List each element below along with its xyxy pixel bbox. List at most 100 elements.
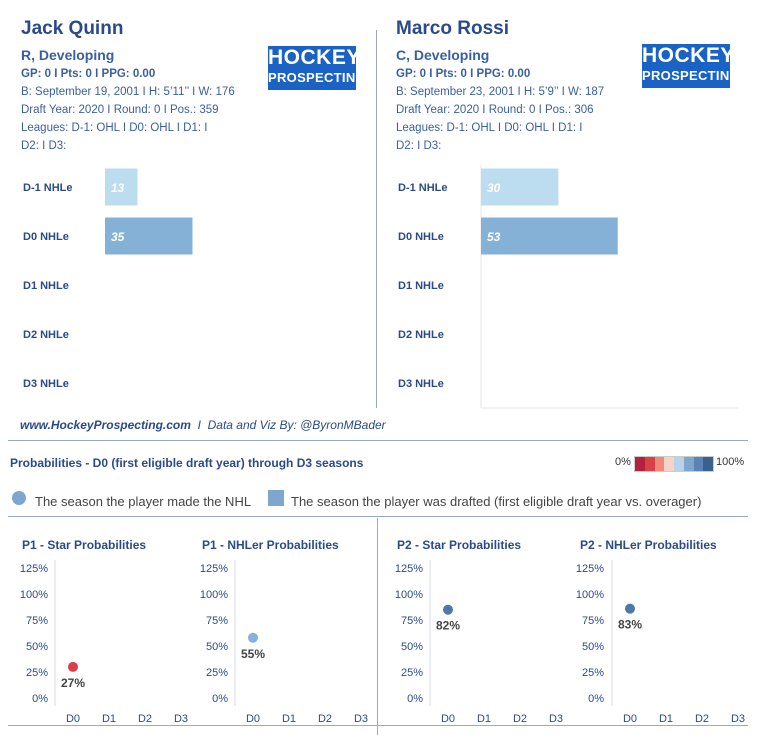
nhle-bar-charts: D-1 NHLe 13 D0 NHLe 35 D1 NHLe D2 NHLe D3 NHLe… bbox=[23, 165, 739, 409]
prob-x-tick: D1 bbox=[477, 713, 491, 725]
prob-y-tick: 0% bbox=[407, 693, 423, 705]
prob-y-tick: 25% bbox=[206, 667, 228, 679]
prob-y-tick: 75% bbox=[582, 615, 604, 627]
color-scale-low: 0% bbox=[615, 456, 631, 468]
prob-x-tick: D2 bbox=[138, 713, 152, 725]
nhle-category-label: D-1 NHLe bbox=[398, 182, 448, 194]
prob-y-tick: 125% bbox=[576, 563, 604, 575]
prob-x-tick: D1 bbox=[282, 713, 296, 725]
nhle-category-label: D0 NHLe bbox=[398, 231, 444, 243]
bottom-center-divider bbox=[377, 518, 378, 735]
prob-x-tick: D2 bbox=[695, 713, 709, 725]
prob-point-label: 83% bbox=[618, 618, 642, 632]
prob-y-tick: 75% bbox=[26, 615, 48, 627]
player-draft: Draft Year: 2020 I Round: 0 I Pos.: 359 bbox=[21, 104, 219, 116]
prob-x-tick: D3 bbox=[731, 713, 745, 725]
prob-point-label: 55% bbox=[241, 647, 265, 661]
nhle-category-label: D2 NHLe bbox=[398, 329, 444, 341]
prob-x-tick: D2 bbox=[513, 713, 527, 725]
nhle-bar-value: 30 bbox=[487, 181, 501, 195]
bottom-divider bbox=[8, 725, 748, 726]
hockey-prospecting-logo: HOCKEY PROSPECTING bbox=[642, 44, 740, 88]
player-stats: GP: 0 I Pts: 0 I PPG: 0.00 bbox=[396, 68, 531, 80]
section-divider-2 bbox=[8, 516, 748, 517]
color-scale-swatch bbox=[674, 457, 684, 471]
prob-y-tick: 50% bbox=[26, 641, 48, 653]
prob-y-tick: 100% bbox=[20, 589, 48, 601]
prob-x-tick: D3 bbox=[174, 713, 188, 725]
site-link[interactable]: www.HockeyProspecting.com bbox=[20, 418, 191, 432]
prob-x-tick: D3 bbox=[549, 713, 563, 725]
prob-y-tick: 100% bbox=[576, 589, 604, 601]
player-draft: Draft Year: 2020 I Round: 0 I Pos.: 306 bbox=[396, 104, 594, 116]
color-scale-swatch bbox=[635, 457, 645, 471]
prob-y-tick: 0% bbox=[212, 693, 228, 705]
prob-y-tick: 0% bbox=[588, 693, 604, 705]
legend-circle-label: The season the player made the NHL bbox=[35, 494, 252, 509]
top-center-divider bbox=[376, 30, 377, 408]
color-scale-swatch bbox=[703, 457, 713, 471]
prob-x-tick: D2 bbox=[318, 713, 332, 725]
prob-x-tick: D0 bbox=[623, 713, 637, 725]
prob-y-tick: 50% bbox=[582, 641, 604, 653]
nhle-category-label: D1 NHLe bbox=[23, 280, 69, 292]
probabilities-title: Probabilities - D0 (first eligible draft… bbox=[10, 456, 364, 470]
player-name: Marco Rossi bbox=[396, 18, 509, 39]
prob-point bbox=[248, 632, 258, 643]
nhle-bar-value: 53 bbox=[487, 230, 501, 244]
player-leagues: Leagues: D-1: OHL I D0: OHL I D1: I bbox=[396, 122, 583, 134]
color-scale-swatch bbox=[693, 457, 704, 471]
player-position: C, Developing bbox=[396, 47, 490, 63]
color-scale-swatch bbox=[654, 457, 665, 471]
nhle-category-label: D3 NHLe bbox=[23, 378, 69, 390]
credit-footer: www.HockeyProspecting.com I Data and Viz… bbox=[20, 418, 386, 432]
section-divider-1 bbox=[8, 440, 748, 441]
nhle-bar-value: 13 bbox=[111, 181, 125, 195]
prob-y-tick: 75% bbox=[206, 615, 228, 627]
footer-separator: I bbox=[197, 418, 201, 432]
player-stats: GP: 0 I Pts: 0 I PPG: 0.00 bbox=[21, 68, 156, 80]
prob-y-tick: 125% bbox=[395, 563, 423, 575]
prob-chart-title: P1 - Star Probabilities bbox=[22, 538, 146, 552]
prob-x-tick: D0 bbox=[441, 713, 455, 725]
legend-square-icon bbox=[268, 490, 284, 506]
nhle-category-label: D0 NHLe bbox=[23, 231, 69, 243]
nhle-category-label: D2 NHLe bbox=[23, 329, 69, 341]
prob-point-label: 82% bbox=[436, 619, 460, 633]
nhle-bar-value: 35 bbox=[111, 230, 125, 244]
prob-y-tick: 25% bbox=[26, 667, 48, 679]
prob-point bbox=[443, 604, 453, 615]
prob-chart-title: P1 - NHLer Probabilities bbox=[202, 538, 339, 552]
nhle-bar bbox=[481, 168, 559, 206]
color-scale-high: 100% bbox=[716, 456, 745, 468]
prob-y-tick: 0% bbox=[32, 693, 48, 705]
player-position: R, Developing bbox=[21, 47, 115, 63]
prob-y-tick: 100% bbox=[200, 589, 228, 601]
prob-point-label: 27% bbox=[61, 676, 85, 690]
nhle-category-label: D3 NHLe bbox=[398, 378, 444, 390]
prob-x-tick: D1 bbox=[659, 713, 673, 725]
color-scale-swatch bbox=[664, 457, 674, 471]
prob-y-tick: 25% bbox=[401, 667, 423, 679]
prob-y-tick: 50% bbox=[401, 641, 423, 653]
prob-point bbox=[625, 603, 635, 614]
player-name: Jack Quinn bbox=[21, 18, 124, 39]
credit-text: Data and Viz By: @ByronMBader bbox=[207, 418, 386, 432]
prob-y-tick: 75% bbox=[401, 615, 423, 627]
color-scale-swatch bbox=[644, 457, 655, 471]
prob-y-tick: 100% bbox=[395, 589, 423, 601]
prob-chart-title: P2 - NHLer Probabilities bbox=[580, 538, 717, 552]
prob-x-tick: D0 bbox=[66, 713, 80, 725]
nhle-bar bbox=[105, 217, 193, 255]
player-leagues: Leagues: D-1: OHL I D0: OHL I D1: I bbox=[21, 122, 208, 134]
nhle-bar bbox=[481, 217, 618, 255]
hockey-prospecting-logo: HOCKEY PROSPECTING bbox=[268, 46, 366, 90]
legend-square-label: The season the player was drafted (first… bbox=[291, 494, 702, 509]
color-scale-swatch bbox=[683, 457, 694, 471]
color-scale-bar bbox=[634, 456, 714, 472]
player-bio: B: September 23, 2001 I H: 5’9’’ I W: 18… bbox=[396, 86, 605, 98]
player-bio: B: September 19, 2001 I H: 5’11’’ I W: 1… bbox=[21, 86, 235, 98]
prob-y-tick: 125% bbox=[200, 563, 228, 575]
prob-y-tick: 50% bbox=[206, 641, 228, 653]
probability-charts: P1 - Star Probabilities 0% 25% 50% 75% 100% 12… bbox=[20, 538, 745, 725]
